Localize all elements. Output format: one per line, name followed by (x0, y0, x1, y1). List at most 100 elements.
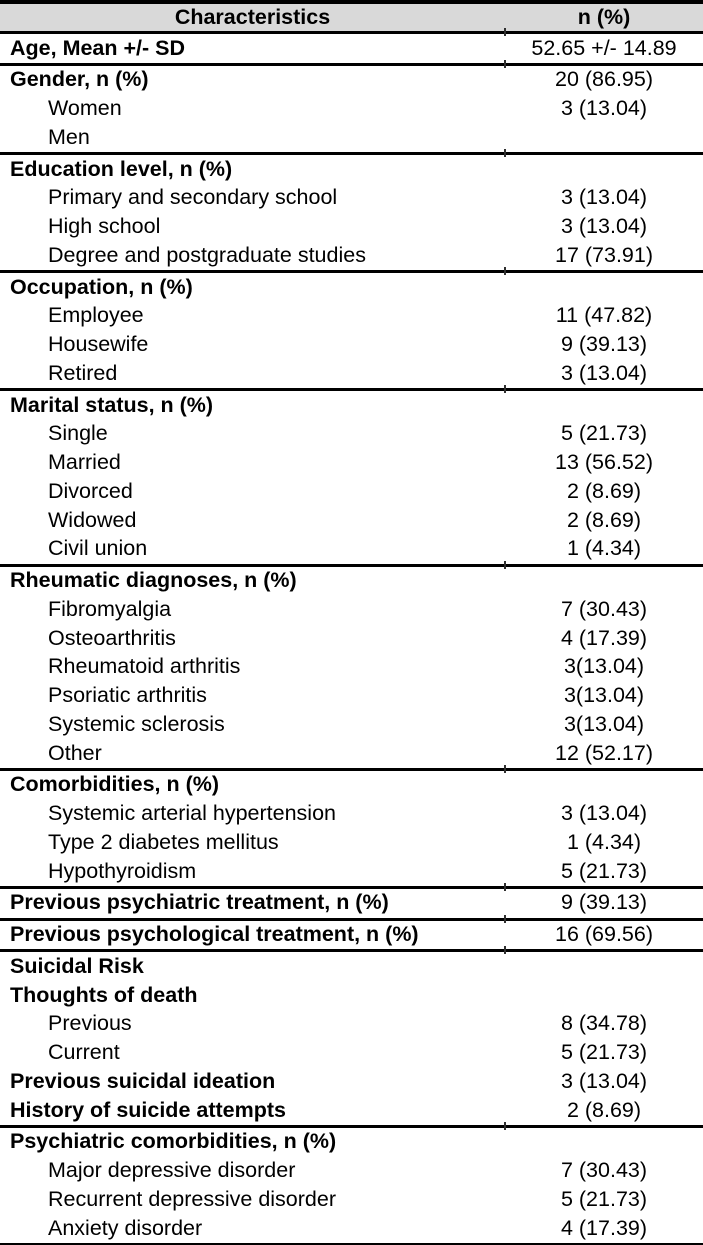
column-header-characteristics: Characteristics (174, 4, 331, 29)
characteristic-cell: Osteoarthritis (48, 625, 176, 650)
characteristic-cell: Rheumatic diagnoses, n (%) (10, 568, 297, 593)
value-cell: 20 (86.95) (504, 58, 703, 94)
value-cell: 4 (17.39) (560, 625, 648, 650)
value-cell: 7 (30.43) (560, 596, 648, 621)
characteristic-cell: Previous (48, 1011, 132, 1036)
table-section: Gender, n (%) 20 (86.95) Women 3 (13.04) Men (0, 58, 703, 153)
value-cell: 3(13.04) (563, 683, 645, 708)
value-cell (504, 147, 703, 184)
value-cell: 3(13.04) (563, 654, 645, 679)
value-cell: 12 (52.17) (554, 740, 653, 765)
table-row: Women 3 (13.04) (0, 95, 703, 124)
characteristic-cell: Previous psychological treatment, n (%) (10, 922, 419, 947)
table-row: Anxiety disorder 4 (17.39) (0, 1214, 703, 1244)
table-row: Civil union 1 (4.34) (0, 535, 703, 565)
table-section: Comorbidities, n (%) Systemic arterial hy… (0, 763, 703, 887)
value-cell: 4 (17.39) (560, 1215, 648, 1240)
table-row: Previous psychological treatment, n (%) 1… (0, 913, 703, 951)
characteristic-cell: Comorbidities, n (%) (10, 772, 220, 797)
value-cell (504, 383, 703, 420)
table-row: Recurrent depressive disorder 5 (21.73) (0, 1185, 703, 1214)
value-cell: 5 (21.73) (560, 1040, 648, 1065)
table-section: Psychiatric comorbidities, n (%) Major de… (0, 1120, 703, 1244)
table-row: Comorbidities, n (%) (0, 763, 703, 799)
table-row: Current 5 (21.73) (0, 1039, 703, 1068)
characteristic-cell: Psychiatric comorbidities, n (%) (10, 1129, 337, 1154)
characteristic-cell: Systemic arterial hypertension (48, 801, 336, 826)
characteristic-cell: Previous suicidal ideation (10, 1068, 276, 1093)
table-row: Education level, n (%) (0, 147, 703, 184)
table-row: History of suicide attempts 2 (8.69) (0, 1096, 703, 1126)
characteristic-cell: Recurrent depressive disorder (48, 1186, 336, 1211)
table-row: Systemic sclerosis 3(13.04) (0, 710, 703, 739)
characteristic-cell: Anxiety disorder (48, 1215, 203, 1240)
characteristic-cell: Employee (48, 303, 144, 328)
characteristic-cell: Women (48, 96, 122, 121)
value-cell: 17 (73.91) (554, 242, 653, 267)
characteristic-cell: Gender, n (%) (10, 67, 149, 92)
table-row: Divorced 2 (8.69) (0, 477, 703, 506)
table-row: Occupation, n (%) (0, 265, 703, 302)
characteristic-cell: Major depressive disorder (48, 1158, 296, 1183)
characteristic-cell: High school (48, 214, 161, 239)
characteristic-cell: Single (48, 421, 108, 446)
value-cell: 7 (30.43) (560, 1158, 648, 1183)
value-cell: 3 (13.04) (560, 185, 648, 210)
characteristic-cell: Fibromyalgia (48, 596, 172, 621)
value-cell: 8 (34.78) (560, 1011, 648, 1036)
characteristic-cell: Previous psychiatric treatment, n (%) (10, 890, 389, 915)
value-cell: 16 (69.56) (504, 913, 703, 951)
value-cell: 2 (8.69) (566, 478, 642, 503)
characteristic-cell: Divorced (48, 478, 133, 503)
value-cell: 5 (21.73) (560, 858, 648, 883)
value-cell (505, 981, 703, 1010)
table-section: Suicidal Risk Thoughts of death Previous 8 … (0, 944, 703, 1127)
characteristic-cell: Suicidal Risk (10, 953, 144, 978)
table-row: Other 12 (52.17) (0, 739, 703, 769)
table-row: Employee 11 (47.82) (0, 302, 703, 331)
table-row: Degree and postgraduate studies 17 (73.91… (0, 241, 703, 271)
table-row: Widowed 2 (8.69) (0, 506, 703, 535)
characteristic-cell: Other (48, 740, 102, 765)
table-section: Marital status, n (%) Single 5 (21.73) Marr… (0, 383, 703, 566)
table-row: Psychiatric comorbidities, n (%) (0, 1120, 703, 1156)
table-row: Previous psychiatric treatment, n (%) 9 (… (0, 881, 703, 919)
characteristic-cell: Housewife (48, 332, 149, 357)
value-cell (504, 763, 703, 799)
table-row: Single 5 (21.73) (0, 420, 703, 449)
value-cell: 9 (39.13) (560, 332, 648, 357)
table-row: Primary and secondary school 3 (13.04) (0, 184, 703, 213)
value-cell: 11 (47.82) (555, 303, 653, 328)
table-row: Hypothyroidism 5 (21.73) (0, 857, 703, 887)
characteristic-cell: Men (48, 124, 90, 149)
value-cell: 3 (13.04) (560, 214, 648, 239)
table-section: Education level, n (%) Primary and second… (0, 147, 703, 272)
table-row: Psoriatic arthritis 3(13.04) (0, 682, 703, 711)
column-header-n-percent: n (%) (577, 4, 631, 29)
value-cell: 5 (21.73) (560, 421, 648, 446)
characteristic-cell: History of suicide attempts (10, 1097, 286, 1122)
value-cell: 3 (13.04) (560, 801, 648, 826)
table-row: Marital status, n (%) (0, 383, 703, 420)
value-cell: 2 (8.69) (566, 507, 642, 532)
value-cell (505, 123, 703, 153)
characteristic-cell: Type 2 diabetes mellitus (48, 829, 279, 854)
characteristic-cell: Occupation, n (%) (10, 274, 193, 299)
table-row: Men (0, 123, 703, 153)
value-cell (504, 265, 703, 302)
characteristic-cell: Age, Mean +/- SD (10, 35, 186, 60)
characteristic-cell: Thoughts of death (10, 982, 198, 1007)
value-cell: 3(13.04) (563, 711, 645, 736)
value-cell: 3 (13.04) (560, 1068, 648, 1093)
value-cell: 2 (8.69) (566, 1097, 642, 1122)
table-row: Type 2 diabetes mellitus 1 (4.34) (0, 828, 703, 857)
value-cell (504, 944, 703, 981)
characteristic-cell: Widowed (48, 507, 137, 532)
table-header: Characteristics n (%) (0, 2, 703, 33)
value-cell (504, 558, 703, 595)
table-row: Osteoarthritis 4 (17.39) (0, 624, 703, 653)
table-row: Suicidal Risk (0, 944, 703, 981)
characteristic-cell: Civil union (48, 536, 148, 561)
